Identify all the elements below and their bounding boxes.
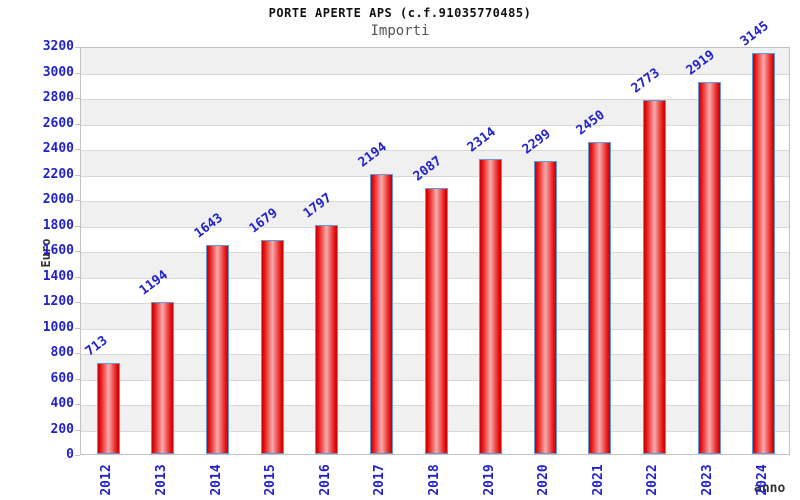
y-axis-tick-label: 1600 — [42, 243, 74, 258]
bar — [260, 239, 284, 454]
y-axis-tick — [75, 47, 80, 48]
bar — [588, 141, 612, 454]
y-axis-tick — [75, 455, 80, 456]
grid-band — [81, 48, 789, 74]
bar — [151, 301, 175, 454]
y-axis-tick-label: 3000 — [42, 64, 74, 80]
x-axis-tick-label: 2015 — [263, 464, 279, 496]
grid-band — [81, 99, 789, 125]
y-axis-tick — [75, 276, 80, 278]
gridline — [81, 150, 789, 151]
y-axis-tick-label: 2000 — [42, 192, 74, 207]
y-axis-tick-label: 0 — [66, 447, 74, 462]
x-axis-tick-label: 2018 — [427, 464, 442, 496]
y-axis-tick-label: 1400 — [42, 268, 74, 284]
x-axis-tick-label: 2021 — [590, 464, 606, 496]
y-axis-tick-label: 1800 — [42, 217, 74, 233]
y-axis-tick-label: 3200 — [42, 39, 74, 54]
grid-band — [81, 150, 789, 176]
y-axis-tick — [75, 378, 80, 380]
grid-band — [81, 74, 789, 100]
bar — [697, 81, 721, 454]
bar — [479, 158, 503, 454]
gridline — [81, 175, 789, 177]
y-axis-tick — [75, 174, 80, 176]
x-axis-tick-label: 2023 — [700, 464, 716, 496]
y-axis-tick-label: 2400 — [42, 141, 74, 156]
y-axis-tick-label: 400 — [50, 396, 74, 411]
gridline — [81, 124, 789, 126]
chart-title: PORTE APERTE APS (c.f.91035770485) — [268, 6, 532, 20]
plot-area: 713 1194 1643 1679 1797 2194 2087 2314 2299 2450 2… — [80, 19, 790, 455]
y-axis-tick — [75, 404, 80, 405]
y-axis-tick — [75, 225, 80, 227]
bar — [315, 224, 339, 454]
y-axis-tick-label: 2200 — [42, 166, 74, 182]
bar — [642, 100, 666, 454]
y-axis-tick — [75, 429, 80, 431]
x-axis-tick-label: 2012 — [99, 464, 115, 496]
x-axis-title: anno — [754, 481, 786, 496]
x-axis-tick-label: 2020 — [536, 464, 552, 496]
x-axis-tick-label: 2017 — [372, 464, 388, 496]
bar — [96, 363, 120, 454]
y-axis-tick-label: 1000 — [42, 319, 74, 335]
y-axis-tick-label: 1200 — [42, 294, 74, 309]
y-axis-tick-label: 800 — [50, 345, 74, 360]
gridline — [81, 73, 789, 75]
bar — [533, 160, 557, 454]
y-axis-tick — [75, 353, 80, 354]
x-axis-tick-label: 2016 — [317, 464, 333, 496]
grid-band — [81, 125, 789, 151]
x-axis-tick-label: 2019 — [481, 464, 497, 496]
x-axis-tick-label: 2022 — [645, 464, 661, 496]
y-axis-tick — [75, 123, 80, 125]
chart-subtitle: Importi — [370, 23, 430, 39]
y-axis-tick-label: 2600 — [42, 115, 74, 131]
y-axis-tick — [75, 200, 80, 201]
y-axis-tick — [75, 98, 80, 99]
bar — [206, 244, 230, 454]
x-axis-tick-label: 2024 — [754, 464, 770, 496]
bar — [424, 187, 448, 454]
y-axis-tick-label: 2800 — [42, 90, 74, 105]
y-axis-tick-label: 600 — [50, 370, 74, 386]
y-axis-tick — [75, 327, 80, 329]
bar — [369, 174, 393, 454]
y-axis-tick — [75, 149, 80, 150]
y-axis-tick — [75, 251, 80, 252]
gridline — [81, 99, 789, 100]
x-axis-tick-label: 2013 — [153, 464, 169, 496]
bar — [752, 53, 776, 454]
x-axis-tick-label: 2014 — [208, 464, 224, 496]
y-axis-tick — [75, 72, 80, 74]
y-axis-tick-label: 200 — [50, 421, 74, 437]
y-axis-tick — [75, 302, 80, 303]
